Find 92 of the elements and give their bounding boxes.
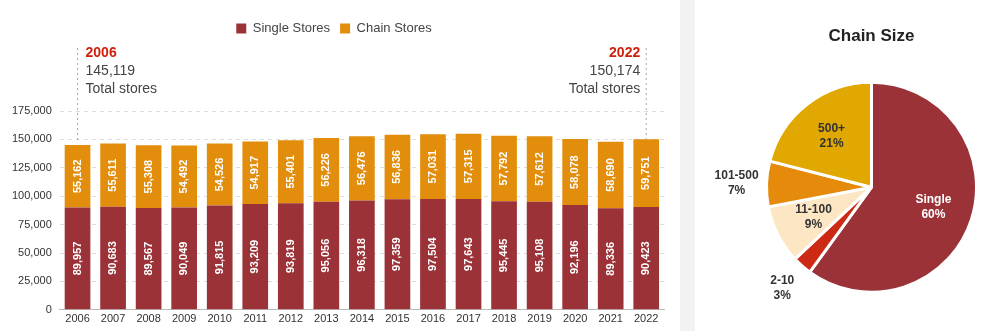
y-tick-label: 175,000 xyxy=(12,104,52,117)
data-label: 92,196 xyxy=(568,240,581,275)
x-tick-label: 2014 xyxy=(349,312,375,325)
data-label: 54,526 xyxy=(212,157,225,192)
data-label: 60% xyxy=(921,207,946,222)
bar xyxy=(633,207,660,310)
data-label: 89,567 xyxy=(141,241,154,276)
x-tick-label: 2008 xyxy=(136,312,161,325)
data-label: 9% xyxy=(804,216,823,231)
data-label: 59,751 xyxy=(639,156,652,190)
data-label: 58,078 xyxy=(568,155,581,189)
slice-label: 11-100 xyxy=(795,201,833,216)
data-label: 95,108 xyxy=(532,238,545,273)
data-label: 95,056 xyxy=(319,238,332,273)
slice-label: 2-10 xyxy=(770,273,795,288)
data-label: 97,359 xyxy=(390,237,403,272)
data-label: 56,836 xyxy=(390,150,403,184)
bar xyxy=(597,208,624,310)
x-tick-label: 2011 xyxy=(243,312,268,325)
slice-label: Single xyxy=(915,192,952,207)
data-label: 54,492 xyxy=(177,159,190,194)
x-tick-label: 2019 xyxy=(527,312,552,325)
annotation: 145,119 Total stores xyxy=(85,61,158,96)
bar xyxy=(171,207,197,310)
y-tick-label: 50,000 xyxy=(18,246,52,259)
x-tick-label: 2017 xyxy=(456,312,481,325)
y-tick-label: 0 xyxy=(45,302,52,315)
x-tick-label: 2009 xyxy=(171,312,197,325)
data-label: 95,445 xyxy=(497,238,510,273)
data-label: 54,917 xyxy=(248,155,261,190)
data-label: 56,476 xyxy=(354,151,367,186)
x-tick-label: 2012 xyxy=(278,312,304,325)
bar xyxy=(206,205,233,310)
y-tick-label: 100,000 xyxy=(12,189,52,202)
x-tick-label: 2010 xyxy=(207,312,232,325)
bar xyxy=(420,134,446,200)
y-tick-label: 125,000 xyxy=(12,160,52,173)
data-label: 93,209 xyxy=(248,239,261,274)
bar xyxy=(633,139,660,208)
data-label: 55,401 xyxy=(283,154,296,189)
x-tick-label: 2015 xyxy=(385,312,410,325)
data-label: 90,423 xyxy=(639,241,652,276)
bar xyxy=(491,201,517,310)
data-label: 97,643 xyxy=(461,237,474,271)
x-tick-label: 2016 xyxy=(420,312,446,325)
data-label: 57,792 xyxy=(497,151,510,186)
x-tick-label: 2020 xyxy=(562,312,588,325)
annotation: 150,174 Total stores xyxy=(568,61,641,96)
bar xyxy=(420,199,446,310)
data-label: 89,957 xyxy=(70,241,83,276)
y-tick-label: 150,000 xyxy=(12,132,52,145)
data-label: 21% xyxy=(819,135,844,150)
data-label: 90,683 xyxy=(106,241,119,275)
slice-label: 500+ xyxy=(818,120,846,135)
data-label: 57,031 xyxy=(426,149,438,184)
bar xyxy=(277,203,304,310)
data-label: 90,049 xyxy=(177,241,190,276)
x-tick-label: 2013 xyxy=(314,312,339,325)
data-label: 96,318 xyxy=(354,238,367,272)
x-tick-label: 2022 xyxy=(633,312,659,325)
data-label: 58,690 xyxy=(603,158,616,192)
bar xyxy=(384,199,411,310)
slice-label: 101-500 xyxy=(714,167,759,182)
legend-label: Single Stores xyxy=(252,20,331,36)
bar xyxy=(313,201,340,310)
x-tick-label: 2018 xyxy=(491,312,517,325)
bar xyxy=(349,200,375,310)
data-label: 57,612 xyxy=(532,152,545,186)
y-tick-label: 75,000 xyxy=(18,217,52,230)
legend-label: Chain Stores xyxy=(356,20,433,36)
data-label: 55,611 xyxy=(106,158,119,192)
data-label: 55,308 xyxy=(141,159,154,194)
data-label: 91,815 xyxy=(212,240,225,275)
x-tick-label: 2021 xyxy=(598,312,623,325)
data-label: 56,226 xyxy=(319,153,332,187)
y-tick-label: 25,000 xyxy=(18,274,52,287)
x-tick-label: 2006 xyxy=(65,312,90,325)
ref-line-label: 2022 xyxy=(609,43,641,60)
data-label: 3% xyxy=(773,288,792,303)
data-label: 7% xyxy=(727,182,746,197)
data-label: 89,336 xyxy=(603,241,616,276)
bar xyxy=(100,206,126,310)
data-label: 55,162 xyxy=(70,159,83,194)
bar xyxy=(242,203,269,310)
data-label: 93,819 xyxy=(283,239,296,274)
ref-line-label: 2006 xyxy=(85,43,117,60)
x-tick-label: 2007 xyxy=(100,312,126,325)
bar xyxy=(562,205,588,310)
bar xyxy=(455,198,482,310)
data-label: 97,504 xyxy=(426,236,438,271)
chart-title: Chain Size xyxy=(828,25,915,45)
data-label: 57,315 xyxy=(461,149,474,184)
